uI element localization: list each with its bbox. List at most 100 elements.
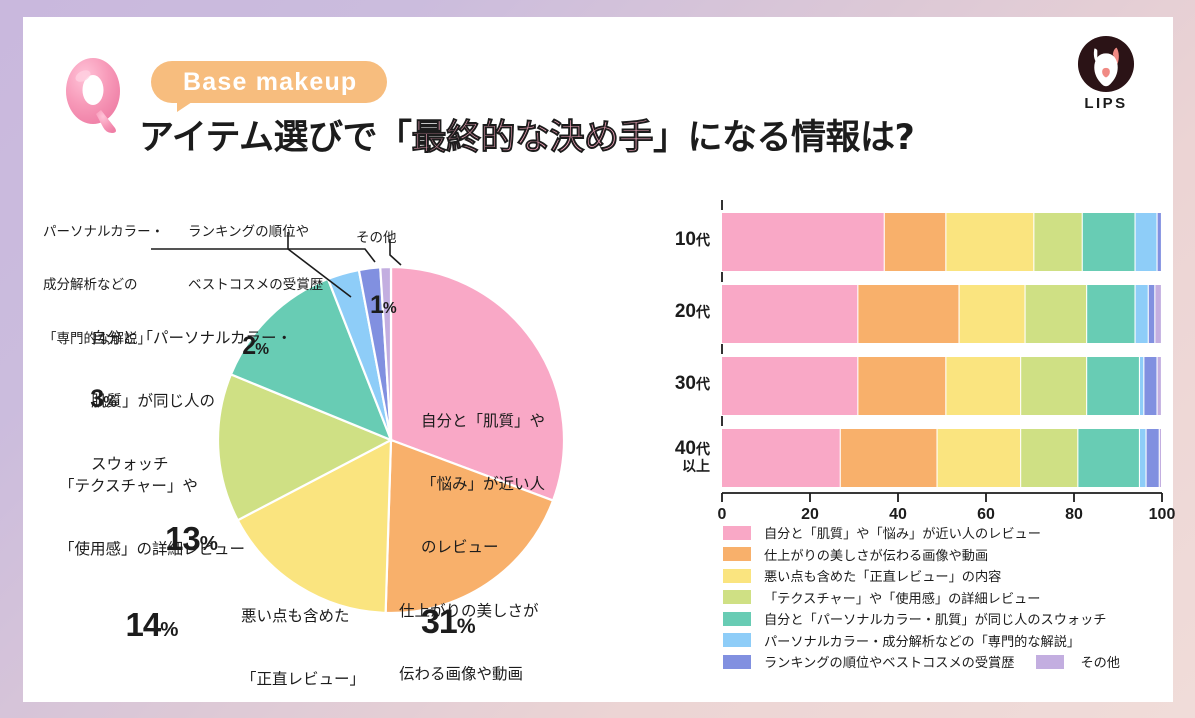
bar-segment (1140, 429, 1146, 487)
deer-logo-icon (1077, 35, 1135, 93)
pie-label-2-line-0: 悪い点も含めた (241, 608, 350, 626)
pie-pct-6-unit: % (255, 340, 269, 358)
bar-segment (1082, 213, 1135, 271)
pie-pct-3: 14 (125, 605, 162, 643)
bar-category-label: 20代 (633, 301, 710, 322)
bar-segment (884, 213, 946, 271)
pie-label-2-line-1: 「正直レビュー」 (241, 670, 366, 688)
lips-logo: LIPS (1068, 35, 1144, 112)
pie-label-4-line-1: 肌質」が同じ人の (91, 392, 216, 410)
bar-category-number: 30 (674, 373, 696, 394)
pie-label-5: パーソナルカラー・ 成分解析などの 「専門的な解説」 3% (43, 187, 164, 452)
bar-segment (722, 213, 884, 271)
pie-slice (379, 265, 393, 441)
pie-label-5-line-0: パーソナルカラー・ (43, 223, 165, 239)
pie-label-6-line-1: ベストコスメの受賞歴 (188, 277, 324, 293)
pie-slice (236, 438, 393, 615)
legend-label: パーソナルカラー・成分解析などの「専門的な解説」 (764, 633, 1081, 649)
bar-segment (1078, 429, 1139, 487)
bar-segment (946, 357, 1021, 415)
legend-label: 「テクスチャー」や「使用感」の詳細レビュー (764, 590, 1041, 606)
legend-swatch (723, 525, 751, 540)
bar-segment (946, 213, 1034, 271)
bar-segment (1087, 357, 1139, 415)
legend-item: 自分と「パーソナルカラー・肌質」が同じ人のスウォッチ (723, 608, 1163, 630)
bar-groups (722, 213, 1161, 487)
pie-slice (229, 277, 393, 442)
pie-label-1-line-1: 伝わる画像や動画 (399, 665, 524, 683)
bar-segment (1146, 429, 1159, 487)
stacked-bar-chart: 10代 20代 30代 40代 以上 0 20 40 60 80 100 (633, 187, 1175, 523)
q-letter-decoration (66, 58, 120, 133)
pie-pct-7: 1 (370, 291, 384, 320)
stacked-bar-chart-svg (721, 200, 1163, 502)
pie-label-0-line-0: 自分と「肌質」や (421, 413, 546, 431)
legend-swatch (723, 633, 751, 648)
bar-x-tick-label: 60 (977, 506, 995, 523)
bar-segment (1140, 357, 1144, 415)
bar-x-tick-label: 40 (889, 506, 907, 523)
bar-segment (1087, 285, 1135, 343)
legend-swatch (723, 654, 751, 669)
bar-segment (959, 285, 1025, 343)
bar-category-suffix: 代 (696, 376, 710, 392)
bar-segment (1148, 285, 1155, 343)
pie-label-0-line-1: 「悩み」が近い人 (421, 475, 546, 493)
pie-pct-5-unit: % (103, 393, 117, 411)
pie-chart-svg (151, 232, 566, 615)
bar-segment (1135, 213, 1157, 271)
legend-label: 悪い点も含めた「正直レビュー」の内容 (764, 569, 1002, 585)
legend-swatch (723, 568, 751, 583)
legend-item: ランキングの順位やベストコスメの受賞歴 その他 (723, 651, 1163, 673)
pie-label-0: 自分と「肌質」や 「悩み」が近い人 のレビュー 31% (421, 370, 545, 687)
pie-label-3-line-0: 「テクスチャー」や (59, 478, 198, 496)
bar-x-tick-label: 100 (1148, 506, 1176, 523)
pie-label-5-line-2: 「専門的な解説」 (43, 330, 151, 346)
bar-category-number: 10 (674, 229, 696, 250)
bar-segment (937, 429, 1021, 487)
bar-category-label: 40代 以上 (633, 438, 710, 475)
chart-legend: 自分と「肌質」や「悩み」が近い人のレビュー 仕上がりの美しさが伝わる画像や動画 悪い… (723, 522, 1163, 673)
pie-label-4-line-0: 自分と「パーソナルカラー・ (91, 330, 293, 348)
logo-wordmark: LIPS (1084, 95, 1128, 112)
legend-swatch (723, 611, 751, 626)
pie-label-4-line-2: スウォッチ (91, 455, 169, 473)
bar-category-label: 10代 (633, 229, 710, 250)
legend-swatch (723, 547, 751, 562)
pie-pct-0: 31 (421, 603, 458, 642)
pie-slice (216, 372, 394, 522)
pie-pct-0-unit: % (456, 615, 476, 639)
pie-pct-4-unit: % (199, 532, 218, 556)
bar-category-suffix: 代 (696, 304, 710, 320)
bar-category-number: 20 (674, 301, 696, 322)
pie-slices (216, 265, 566, 615)
pie-label-4: 自分と「パーソナルカラー・ 肌質」が同じ人の スウォッチ 13% (91, 287, 292, 603)
pie-slice (384, 438, 555, 615)
title-part-2: 」になる情報は? (653, 118, 915, 158)
pie-label-7: その他 1% (356, 187, 397, 364)
bar-segment (722, 429, 840, 487)
bar-x-tick-label: 20 (801, 506, 819, 523)
bar-segment (1135, 285, 1148, 343)
legend-label: 自分と「パーソナルカラー・肌質」が同じ人のスウォッチ (764, 612, 1107, 628)
bar-category-suffix: 代 (696, 441, 710, 457)
legend-label: その他 (1080, 655, 1120, 671)
bar-segment (1159, 429, 1161, 487)
legend-swatch (1036, 654, 1065, 669)
pie-chart: 自分と「肌質」や 「悩み」が近い人 のレビュー 31% 仕上がりの美しさが 伝わ… (23, 157, 663, 702)
pie-label-6: ランキングの順位や ベストコスメの受賞歴 2% (188, 187, 323, 398)
pie-label-6-line-0: ランキングの順位や (188, 223, 310, 239)
legend-item: 悪い点も含めた「正直レビュー」の内容 (723, 565, 1163, 587)
pie-label-3: 「テクスチャー」や 「使用感」の詳細レビュー 14% (59, 435, 245, 688)
legend-item: パーソナルカラー・成分解析などの「専門的な解説」 (723, 630, 1163, 652)
category-badge: Base makeup (151, 61, 388, 112)
pie-label-1: 仕上がりの美しさが 伝わる画像や動画 20% (399, 560, 539, 718)
bar-axis (721, 200, 1163, 502)
pie-slice (389, 265, 566, 502)
page-title: アイテム選びで「最終的な決め手」になる情報は? (139, 109, 915, 160)
title-part-1: アイテム選びで「 (139, 118, 412, 158)
legend-item: その他 (1036, 652, 1120, 671)
legend-item: 「テクスチャー」や「使用感」の詳細レビュー (723, 587, 1163, 609)
title-highlight: 最終的な決め手 (411, 118, 654, 159)
bar-category-suffix: 代 (696, 232, 710, 248)
